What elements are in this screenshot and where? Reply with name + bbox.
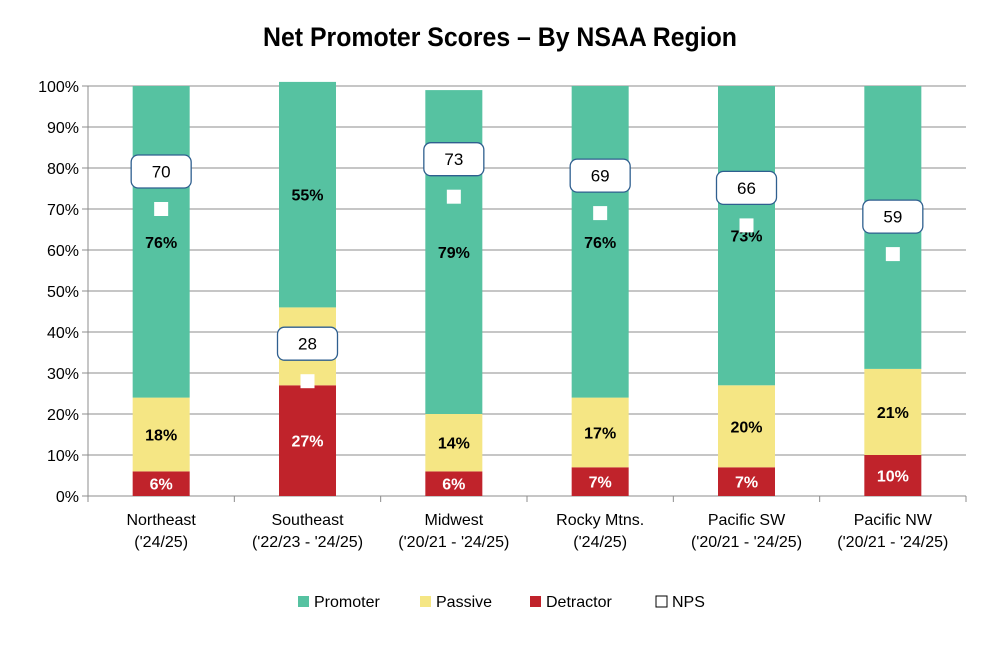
x-tick-label: Pacific SW	[708, 512, 786, 529]
y-tick-label: 10%	[47, 448, 79, 465]
nps-markers: 70 28 73 69 66 59	[130, 142, 924, 389]
y-tick-label: 50%	[47, 284, 79, 301]
nps-value-label: 59	[883, 208, 902, 227]
x-tick-sublabel: ('24/25)	[134, 534, 188, 551]
y-tick-label: 100%	[38, 79, 79, 96]
x-tick-label: Pacific NW	[854, 512, 933, 529]
y-tick-label: 0%	[56, 489, 79, 506]
nps-value-label: 28	[298, 335, 317, 354]
nps-callout	[130, 154, 192, 189]
passive-bar	[132, 397, 190, 472]
x-tick-sublabel: ('20/21 - '24/25)	[837, 534, 948, 551]
legend: Promoter Passive Detractor NPS	[298, 594, 705, 611]
nps-marker	[300, 374, 315, 389]
bars: 6%18%76%27%19%55%6%14%79%7%17%76%7%20%73…	[132, 81, 922, 496]
legend-swatch-nps	[655, 595, 668, 608]
passive-bar	[571, 397, 629, 468]
promoter-bar	[718, 86, 775, 386]
nps-value-label: 73	[444, 150, 463, 169]
legend-swatch-passive	[420, 596, 431, 607]
y-tick-label: 90%	[47, 120, 79, 137]
legend-swatch-detractor	[530, 596, 541, 607]
nps-marker	[593, 206, 608, 221]
gridlines	[88, 85, 966, 497]
promoter-data-label: 76%	[584, 235, 616, 252]
x-tick-label: Northeast	[126, 512, 196, 529]
y-tick-label: 70%	[47, 202, 79, 219]
detractor-bar	[718, 467, 775, 496]
promoter-data-label: 73%	[730, 229, 762, 246]
passive-data-label: 14%	[438, 436, 470, 453]
nps-callout	[862, 199, 924, 234]
nps-value-label: 69	[591, 167, 610, 186]
detractor-data-label: 7%	[735, 475, 758, 492]
detractor-bar	[279, 385, 336, 496]
legend-label-detractor: Detractor	[546, 594, 612, 611]
promoter-bar	[571, 86, 629, 398]
nps-marker	[885, 247, 900, 262]
passive-data-label: 21%	[877, 405, 909, 422]
promoter-data-label: 79%	[438, 245, 470, 262]
y-tick-label: 30%	[47, 366, 79, 383]
chart-title: Net Promoter Scores – By NSAA Region	[263, 22, 737, 52]
promoter-bar	[279, 81, 336, 308]
promoter-data-label: 76%	[145, 235, 177, 252]
y-tick-label: 40%	[47, 325, 79, 342]
x-tick-sublabel: ('22/23 - '24/25)	[252, 534, 363, 551]
nps-value-label: 66	[737, 179, 756, 198]
passive-data-label: 18%	[145, 428, 177, 445]
x-tick-label: Rocky Mtns.	[556, 512, 644, 529]
detractor-bar	[132, 471, 190, 496]
y-axis: 0% 10% 20% 30% 40% 50% 60% 70% 80% 90% 100%	[38, 79, 967, 506]
detractor-data-label: 7%	[589, 475, 612, 492]
y-tick-label: 60%	[47, 243, 79, 260]
promoter-data-label: 55%	[291, 188, 323, 205]
passive-bar	[718, 385, 775, 468]
passive-bar	[864, 368, 922, 455]
nps-marker	[154, 202, 169, 216]
nps-marker	[739, 218, 754, 233]
nps-callout	[715, 170, 778, 206]
detractor-bar	[864, 455, 922, 496]
x-tick-label: Southeast	[271, 512, 344, 529]
passive-bar	[425, 414, 483, 472]
legend-label-nps: NPS	[672, 594, 705, 611]
nps-callout	[276, 326, 339, 361]
legend-swatch-promoter	[298, 596, 309, 607]
nps-value-label: 70	[152, 163, 171, 182]
y-tick-label: 80%	[47, 161, 79, 178]
detractor-bar	[571, 467, 629, 496]
x-tick-label: Midwest	[424, 512, 483, 529]
passive-data-label: 20%	[730, 419, 762, 436]
nps-callout	[569, 158, 631, 193]
nps-marker	[446, 189, 461, 204]
legend-label-promoter: Promoter	[314, 594, 380, 611]
x-tick-sublabel: ('20/21 - '24/25)	[398, 534, 509, 551]
x-axis-categories: Northeast ('24/25) Southeast ('22/23 - '24/…	[126, 512, 948, 551]
x-tick-sublabel: ('24/25)	[573, 534, 627, 551]
detractor-bar	[425, 471, 483, 496]
x-tick-sublabel: ('20/21 - '24/25)	[691, 534, 802, 551]
detractor-data-label: 6%	[442, 477, 465, 494]
detractor-data-label: 6%	[150, 477, 173, 494]
detractor-data-label: 27%	[291, 434, 323, 451]
promoter-bar	[132, 86, 190, 398]
detractor-data-label: 10%	[877, 469, 909, 486]
legend-label-passive: Passive	[436, 594, 492, 611]
passive-data-label: 17%	[584, 425, 616, 442]
y-tick-label: 20%	[47, 407, 79, 424]
nps-callout	[423, 142, 485, 177]
